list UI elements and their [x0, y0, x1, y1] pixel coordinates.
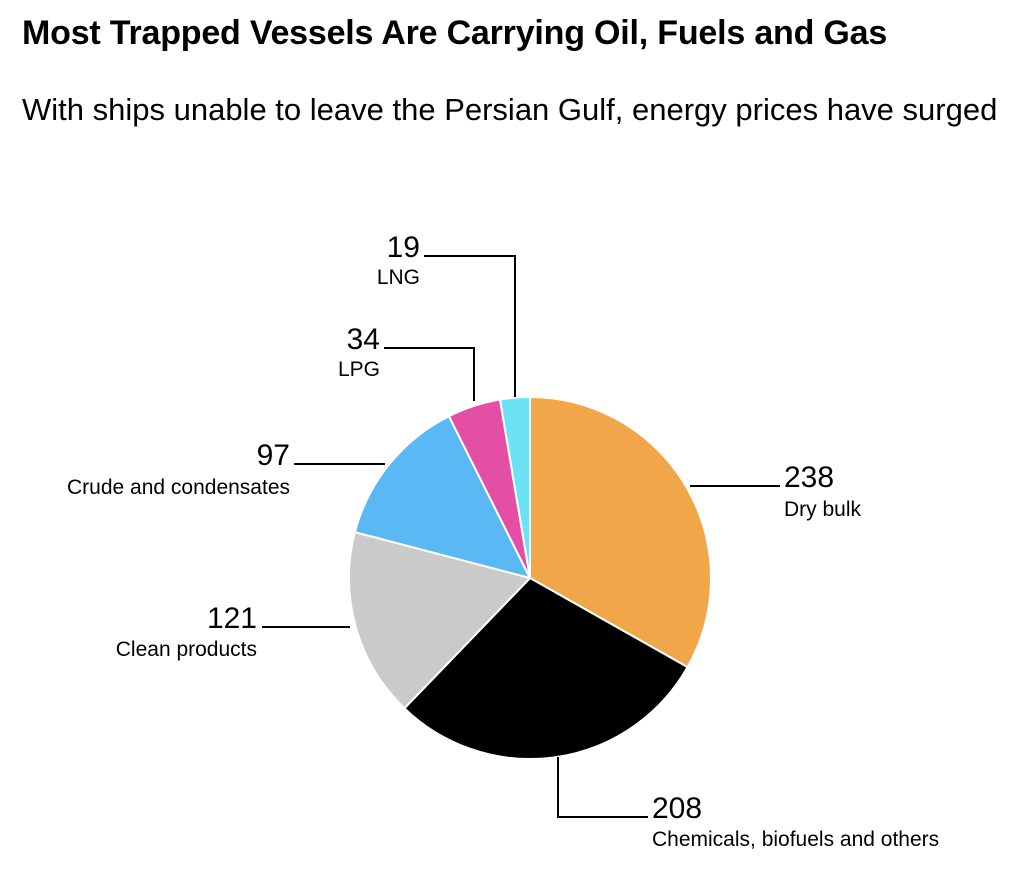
pie-slice-dry-bulk — [529, 396, 712, 669]
pie-slice-crude-and-condensates — [353, 415, 531, 579]
pie-slice-clean-products — [348, 531, 531, 710]
chart-subtitle: With ships unable to leave the Persian G… — [22, 92, 998, 127]
leader-line-lpg — [384, 347, 475, 401]
leader-line-lng — [424, 255, 516, 397]
category-label-lng: LNG — [377, 266, 420, 289]
value-label-clean-products: 121 — [207, 602, 257, 635]
pie-slice-chemicals-biofuels-and-others — [403, 577, 689, 760]
chart-title: Most Trapped Vessels Are Carrying Oil, F… — [22, 14, 888, 52]
value-label-lng: 19 — [387, 231, 420, 264]
value-label-crude-and-condensates: 97 — [257, 439, 290, 472]
pie-slice-lng — [499, 396, 531, 579]
category-label-dry-bulk: Dry bulk — [784, 498, 862, 521]
pie-slices — [348, 396, 712, 760]
leader-line-chemicals-biofuels-and-others — [557, 757, 648, 818]
value-label-lpg: 34 — [347, 323, 380, 356]
leader-lines — [262, 255, 780, 818]
value-label-chemicals-biofuels-and-others: 208 — [652, 792, 702, 825]
category-label-lpg: LPG — [338, 358, 380, 381]
category-label-chemicals-biofuels-and-others: Chemicals, biofuels and others — [652, 828, 939, 851]
value-label-dry-bulk: 238 — [784, 461, 834, 494]
category-label-crude-and-condensates: Crude and condensates — [67, 476, 290, 499]
slice-labels: 238 Dry bulk 208 Chemicals, biofuels and ot… — [67, 231, 939, 851]
category-label-clean-products: Clean products — [116, 638, 257, 661]
